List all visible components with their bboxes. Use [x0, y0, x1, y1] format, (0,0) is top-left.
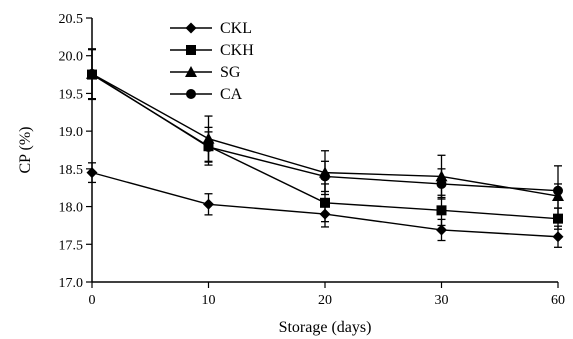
legend-label: CKH — [220, 42, 254, 59]
data-point — [86, 167, 98, 179]
legend-item-ca: CA — [170, 86, 243, 103]
y-axis-title: CP (%) — [17, 127, 34, 174]
legend-item-ckl: CKL — [170, 20, 252, 37]
legend-label: CA — [220, 86, 243, 103]
series-group — [86, 48, 564, 248]
data-point — [553, 213, 563, 224]
data-point — [436, 178, 447, 189]
x-tick-label: 20 — [318, 293, 332, 308]
axes — [91, 18, 558, 283]
legend-label: CKL — [220, 20, 252, 37]
y-tick-label: 19.5 — [59, 87, 84, 102]
data-point — [436, 224, 447, 236]
data-point — [203, 198, 214, 210]
x-axis-title: Storage (days) — [279, 319, 372, 336]
y-tick-label: 20.0 — [59, 50, 84, 65]
x-tick-label: 0 — [89, 293, 96, 308]
y-tick-label: 20.5 — [59, 12, 84, 27]
legend: CKL CKH SG CA — [170, 20, 254, 103]
legend-marker — [185, 66, 197, 77]
x-tick-label: 10 — [202, 293, 216, 308]
legend-item-sg: SG — [170, 64, 241, 81]
legend-item-ckh: CKH — [170, 42, 254, 59]
tick-labels: 17.0 17.5 18.0 18.5 19.0 19.5 20.0 20.5 0 10 20 30 6… — [59, 12, 566, 308]
x-tick-label: 60 — [551, 293, 565, 308]
tick-marks — [86, 17, 559, 288]
series-ca — [87, 48, 563, 217]
data-point — [552, 231, 564, 243]
data-point — [320, 197, 330, 208]
legend-marker — [186, 89, 196, 99]
data-point — [436, 205, 447, 216]
y-tick-label: 17.0 — [59, 276, 84, 291]
y-tick-label: 19.0 — [59, 125, 84, 140]
data-point — [203, 141, 214, 152]
y-tick-label: 17.5 — [59, 238, 84, 253]
data-point — [320, 171, 330, 182]
data-point — [553, 185, 563, 196]
y-tick-label: 18.5 — [59, 163, 84, 178]
legend-marker — [186, 45, 196, 55]
y-tick-label: 18.0 — [59, 201, 84, 216]
legend-label: SG — [220, 64, 241, 81]
data-point — [87, 68, 97, 79]
x-tick-label: 30 — [435, 293, 449, 308]
legend-marker — [185, 22, 197, 34]
series-ckh — [87, 49, 563, 230]
